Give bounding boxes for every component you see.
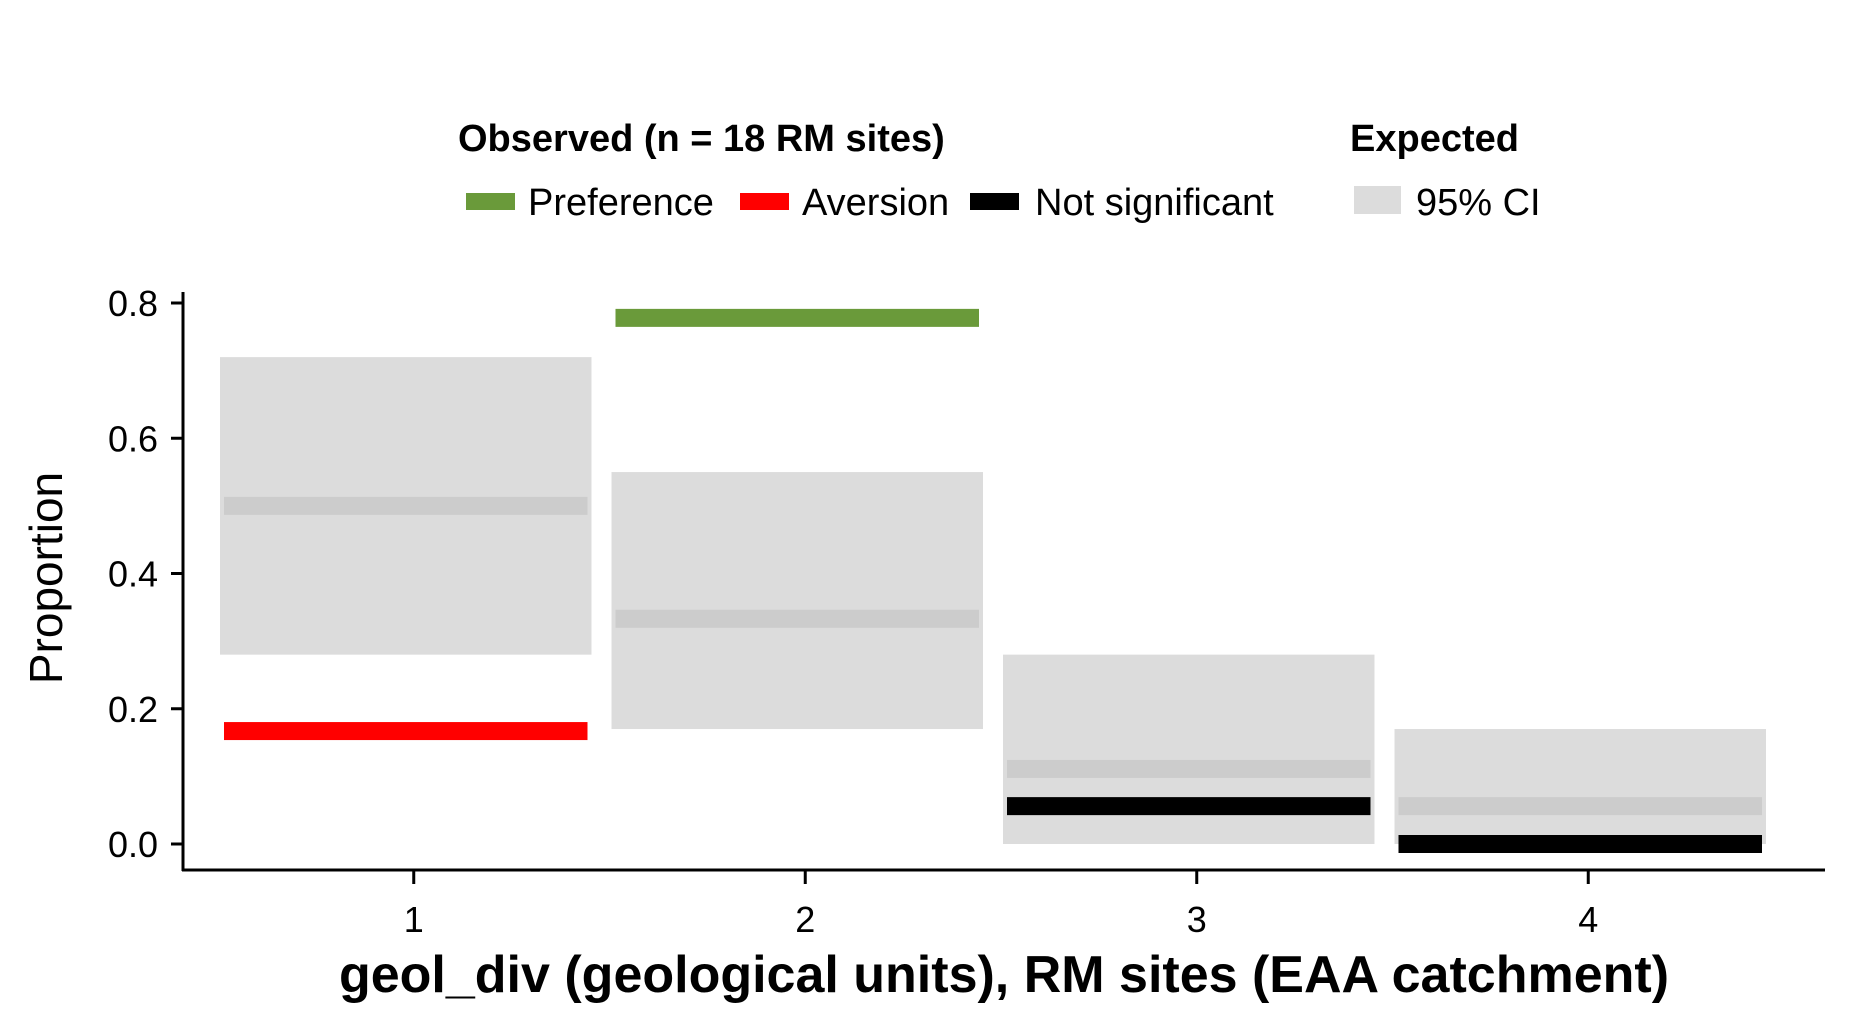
expected-ci-bands	[220, 357, 1766, 844]
x-tick-label: 3	[1187, 899, 1207, 940]
y-tick-label: 0.2	[108, 689, 158, 730]
ci-band-4	[1394, 729, 1766, 844]
y-axis-title: Proportion	[20, 472, 72, 684]
legend-label-not-significant: Not significant	[1035, 182, 1274, 224]
observed-line-3	[1007, 797, 1371, 816]
expected-line-3	[1007, 759, 1371, 778]
ci-band-2	[611, 472, 983, 730]
legend-title-expected: Expected	[1350, 118, 1519, 160]
ci-band-3	[1003, 654, 1375, 844]
legend-swatch-ci	[1354, 186, 1401, 214]
expected-line-4	[1398, 797, 1762, 816]
x-tick-label: 1	[404, 899, 424, 940]
observed-lines	[224, 308, 1762, 853]
x-ticks: 1 2 3 4	[404, 870, 1598, 940]
legend: Observed (n = 18 RM sites) Preference Av…	[458, 118, 1541, 224]
observed-line-1	[224, 722, 588, 741]
expected-line-2	[615, 609, 979, 628]
y-tick-label: 0.6	[108, 418, 158, 459]
legend-label-ci: 95% CI	[1416, 182, 1541, 224]
axes	[181, 292, 1825, 872]
expected-line-1	[224, 496, 588, 515]
legend-label-preference: Preference	[528, 182, 714, 224]
legend-swatch-aversion	[740, 193, 789, 210]
legend-label-aversion: Aversion	[802, 182, 949, 224]
legend-title-observed: Observed (n = 18 RM sites)	[458, 118, 945, 160]
expected-lines	[224, 496, 1762, 816]
y-tick-label: 0.8	[108, 283, 158, 324]
y-tick-label: 0.0	[108, 824, 158, 865]
y-ticks: 0.0 0.2 0.4 0.6 0.8	[108, 283, 183, 865]
x-tick-label: 4	[1578, 899, 1598, 940]
observed-line-2	[615, 308, 979, 327]
legend-swatch-not-significant	[970, 193, 1019, 210]
observed-line-4	[1398, 835, 1762, 853]
y-tick-label: 0.4	[108, 554, 158, 595]
x-tick-label: 2	[795, 899, 815, 940]
legend-swatch-preference	[466, 193, 515, 210]
x-axis-title: geol_div (geological units), RM sites (E…	[339, 946, 1669, 1004]
